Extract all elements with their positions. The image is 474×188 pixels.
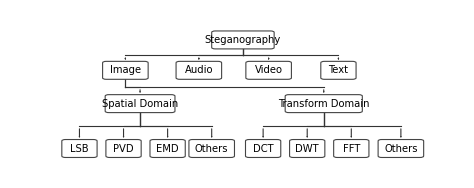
FancyBboxPatch shape: [321, 61, 356, 79]
Text: PVD: PVD: [113, 143, 134, 153]
FancyBboxPatch shape: [334, 139, 369, 158]
FancyBboxPatch shape: [106, 139, 141, 158]
Text: Spatial Domain: Spatial Domain: [102, 99, 178, 109]
Text: Image: Image: [110, 65, 141, 75]
FancyBboxPatch shape: [105, 95, 175, 113]
Text: Steganography: Steganography: [205, 35, 281, 45]
Text: DWT: DWT: [295, 143, 319, 153]
Text: Text: Text: [328, 65, 348, 75]
FancyBboxPatch shape: [246, 61, 292, 79]
Text: LSB: LSB: [70, 143, 89, 153]
FancyBboxPatch shape: [378, 139, 424, 158]
Text: Transform Domain: Transform Domain: [278, 99, 370, 109]
FancyBboxPatch shape: [290, 139, 325, 158]
Text: EMD: EMD: [156, 143, 179, 153]
Text: Others: Others: [195, 143, 228, 153]
Text: DCT: DCT: [253, 143, 273, 153]
FancyBboxPatch shape: [189, 139, 235, 158]
FancyBboxPatch shape: [246, 139, 281, 158]
FancyBboxPatch shape: [102, 61, 148, 79]
Text: Video: Video: [255, 65, 283, 75]
FancyBboxPatch shape: [176, 61, 222, 79]
Text: FFT: FFT: [343, 143, 360, 153]
FancyBboxPatch shape: [285, 95, 362, 113]
FancyBboxPatch shape: [62, 139, 97, 158]
Text: Others: Others: [384, 143, 418, 153]
FancyBboxPatch shape: [150, 139, 185, 158]
FancyBboxPatch shape: [212, 31, 274, 49]
Text: Audio: Audio: [184, 65, 213, 75]
